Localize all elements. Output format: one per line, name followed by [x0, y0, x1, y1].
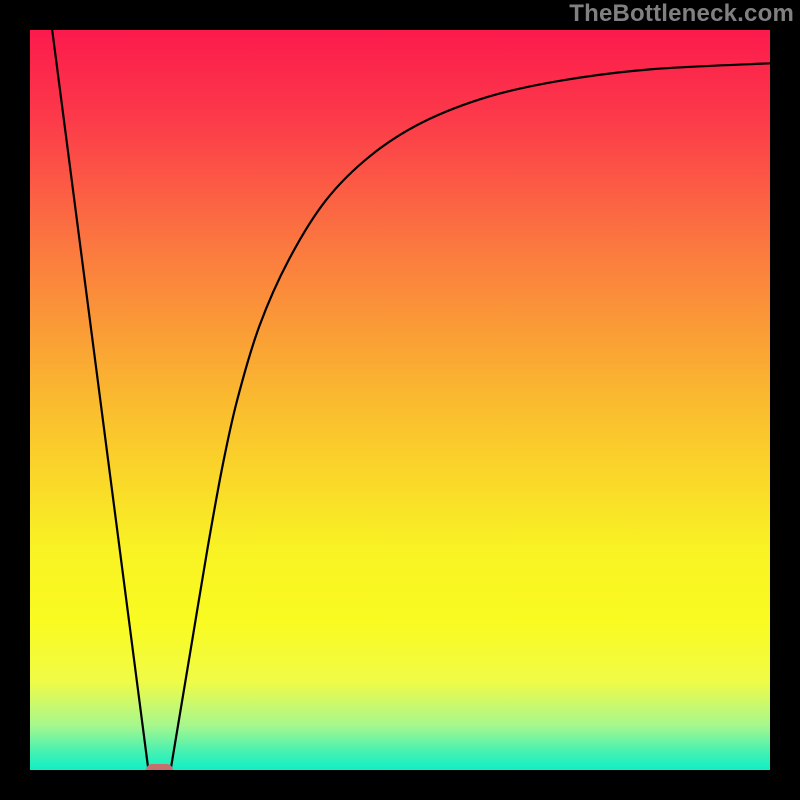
plot-background	[30, 30, 770, 770]
watermark-text: TheBottleneck.com	[569, 0, 794, 28]
chart-canvas	[0, 0, 800, 800]
bottleneck-chart: TheBottleneck.com	[0, 0, 800, 800]
